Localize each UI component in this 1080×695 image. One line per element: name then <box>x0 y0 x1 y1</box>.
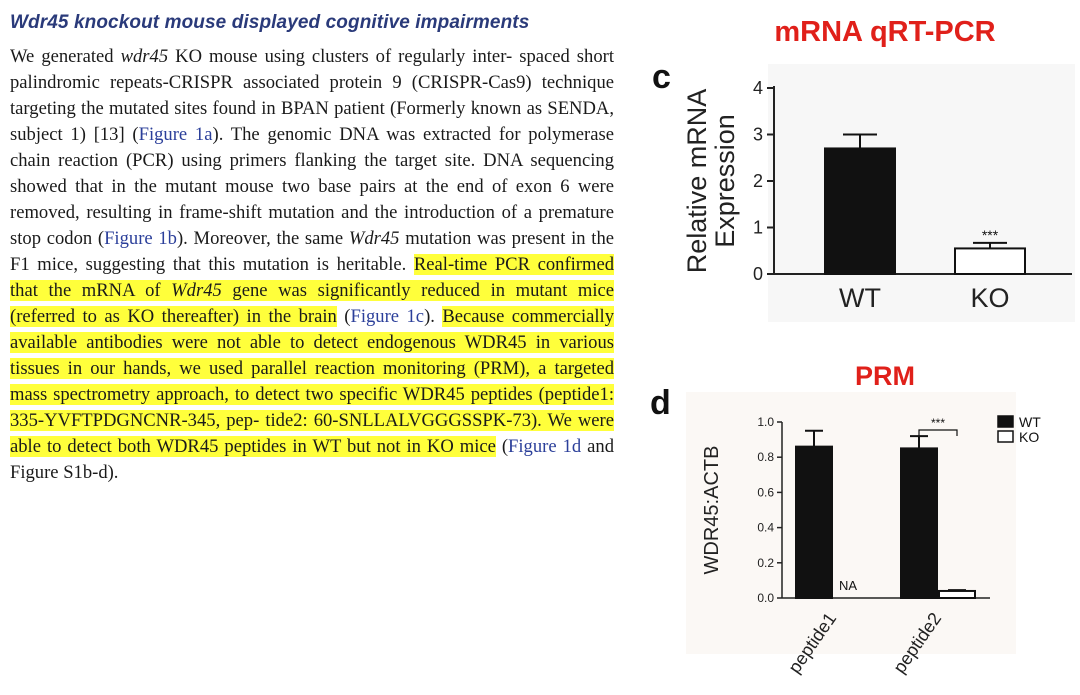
y-tick-label: 0 <box>753 264 763 284</box>
y-axis-label: WDR45:ACTB <box>701 446 723 575</box>
y-tick-label: 0.8 <box>757 450 774 464</box>
y-tick-label: 2 <box>753 171 763 191</box>
x-tick-label-ko: KO <box>970 283 1009 313</box>
legend-label-ko: KO <box>1019 429 1039 445</box>
panel-label-d: d <box>650 384 671 422</box>
bar-wt-peptide2 <box>900 447 938 600</box>
chart-background <box>686 392 1016 654</box>
y-tick-label: 0.0 <box>757 591 774 605</box>
legend-swatch-ko <box>997 430 1014 443</box>
chart-background <box>768 64 1075 322</box>
figure-link-1c[interactable]: Figure 1c <box>350 306 425 327</box>
y-tick-label: 3 <box>753 125 763 145</box>
significance-bracket <box>918 429 958 436</box>
y-axis-label-line-2: Expression <box>710 114 740 248</box>
y-tick-label: 0.2 <box>757 556 774 570</box>
y-tick-label: 0.4 <box>757 521 774 535</box>
bar-ko-peptide2 <box>938 589 976 600</box>
significance-label: *** <box>982 227 999 243</box>
legend-swatch-wt <box>997 415 1014 428</box>
annotation-prm: PRM <box>855 361 915 391</box>
figure-link-1a[interactable]: Figure 1a <box>138 124 213 145</box>
y-tick-label: 4 <box>753 78 763 98</box>
figure-link-1b[interactable]: Figure 1b <box>104 228 177 249</box>
bar-wt <box>824 147 896 275</box>
significance-label: *** <box>931 416 945 430</box>
highlight-2: Because commercially available antibodie… <box>10 306 615 457</box>
annotation-mrna-qrtpcr: mRNA qRT-PCR <box>774 16 996 48</box>
y-tick-label: 0.6 <box>757 485 774 499</box>
y-tick-label: 1 <box>753 218 763 238</box>
legend-label-wt: WT <box>1019 414 1041 430</box>
bar-ko <box>954 247 1026 276</box>
x-tick-label-wt: WT <box>839 283 881 313</box>
body-paragraph: We generated wdr45 KO mouse using cluste… <box>10 46 615 483</box>
y-tick-label: 1.0 <box>757 415 774 429</box>
article: Wdr45 knockout mouse displayed cognitive… <box>10 12 615 486</box>
panel-label-c: c <box>652 58 671 96</box>
bar-wt-peptide1 <box>795 445 833 599</box>
section-heading: Wdr45 knockout mouse displayed cognitive… <box>10 12 530 33</box>
na-label: NA <box>839 578 857 593</box>
y-axis-label-line-1: Relative mRNA <box>682 89 712 274</box>
figure-link-1d[interactable]: Figure 1d <box>508 436 582 457</box>
